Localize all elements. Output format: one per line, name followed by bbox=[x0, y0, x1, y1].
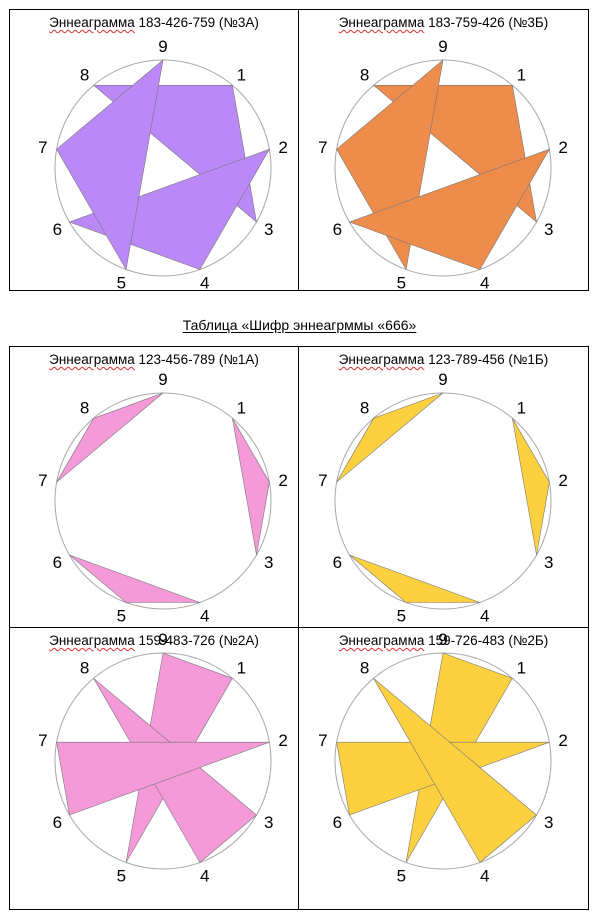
point-label-6: 6 bbox=[333, 813, 342, 832]
point-label-2: 2 bbox=[278, 138, 287, 157]
point-label-4: 4 bbox=[200, 274, 209, 292]
point-label-2: 2 bbox=[558, 471, 567, 490]
point-label-3: 3 bbox=[544, 813, 553, 832]
point-label-9: 9 bbox=[438, 37, 447, 56]
point-label-8: 8 bbox=[360, 399, 369, 418]
cell-3b: Эннеаграмма 183-759-426 (№3Б) 1 2 3 4 5 6 7 8 9 bbox=[298, 9, 589, 292]
point-label-9: 9 bbox=[158, 630, 167, 649]
point-label-5: 5 bbox=[117, 607, 126, 626]
diagram-title: Эннеаграмма 159-483-726 (№2А) bbox=[49, 633, 259, 648]
diagram-title: Эннеаграмма 123-789-456 (№1Б) bbox=[338, 352, 549, 367]
point-label-9: 9 bbox=[158, 37, 167, 56]
point-label-8: 8 bbox=[80, 399, 89, 418]
point-label-3: 3 bbox=[544, 553, 553, 572]
triad-triangle bbox=[56, 392, 164, 483]
triad-triangle bbox=[373, 678, 537, 863]
enneagram-2a: 1 2 3 4 5 6 7 8 9 bbox=[38, 630, 288, 886]
point-label-4: 4 bbox=[200, 607, 209, 626]
point-label-4: 4 bbox=[480, 607, 489, 626]
point-label-3: 3 bbox=[264, 220, 273, 239]
point-label-3: 3 bbox=[264, 813, 273, 832]
point-label-1: 1 bbox=[237, 66, 246, 85]
point-label-5: 5 bbox=[397, 274, 406, 292]
triad-triangle bbox=[336, 392, 444, 483]
point-label-7: 7 bbox=[38, 471, 47, 490]
point-label-6: 6 bbox=[53, 220, 62, 239]
point-label-6: 6 bbox=[53, 813, 62, 832]
point-label-6: 6 bbox=[333, 553, 342, 572]
point-label-7: 7 bbox=[38, 138, 47, 157]
enneagram-1b: 1 2 3 4 5 6 7 8 9 bbox=[318, 370, 568, 626]
point-label-8: 8 bbox=[360, 66, 369, 85]
enneagram-circle bbox=[54, 392, 272, 610]
point-label-8: 8 bbox=[80, 66, 89, 85]
enneagram-circle bbox=[334, 392, 552, 610]
enneagram-2b: 1 2 3 4 5 6 7 8 9 bbox=[318, 630, 568, 886]
point-label-5: 5 bbox=[397, 607, 406, 626]
point-label-9: 9 bbox=[438, 630, 447, 649]
point-label-1: 1 bbox=[517, 659, 526, 678]
triad-triangle bbox=[56, 741, 270, 816]
point-label-7: 7 bbox=[38, 731, 47, 750]
cell-1a: Эннеаграмма 123-456-789 (№1А) 1 2 3 4 5 6 7 8 9 bbox=[9, 346, 299, 628]
point-label-4: 4 bbox=[480, 867, 489, 886]
point-label-2: 2 bbox=[278, 471, 287, 490]
point-label-3: 3 bbox=[264, 553, 273, 572]
enneagram-1a: 1 2 3 4 5 6 7 8 9 bbox=[38, 370, 288, 626]
diagram-title: Эннеаграмма 183-426-759 (№3А) bbox=[49, 15, 259, 30]
triad-triangle bbox=[512, 418, 550, 556]
point-label-5: 5 bbox=[397, 867, 406, 886]
point-label-7: 7 bbox=[318, 471, 327, 490]
point-label-9: 9 bbox=[438, 370, 447, 389]
point-label-9: 9 bbox=[158, 370, 167, 389]
point-label-2: 2 bbox=[558, 138, 567, 157]
diagram-title: Эннеаграмма 123-456-789 (№1А) bbox=[49, 352, 259, 367]
cell-3a: Эннеаграмма 183-426-759 (№3А) 1 2 3 4 5 6 7 8 9 bbox=[9, 9, 299, 292]
point-label-1: 1 bbox=[517, 66, 526, 85]
point-label-5: 5 bbox=[117, 274, 126, 292]
point-label-3: 3 bbox=[544, 220, 553, 239]
point-label-5: 5 bbox=[117, 867, 126, 886]
point-label-8: 8 bbox=[360, 659, 369, 678]
triad-triangle bbox=[69, 554, 201, 603]
triad-triangle bbox=[349, 554, 481, 603]
point-label-6: 6 bbox=[333, 220, 342, 239]
diagram-title: Эннеаграмма 183-759-426 (№3Б) bbox=[338, 15, 549, 30]
cell-2a: Эннеаграмма 159-483-726 (№2А) 1 2 3 4 5 6 7 8 9 bbox=[9, 627, 299, 910]
enneagram-3b: 1 2 3 4 5 6 7 8 9 bbox=[318, 37, 568, 292]
triad-triangle bbox=[56, 59, 164, 271]
point-label-8: 8 bbox=[80, 659, 89, 678]
enneagram-3a: 1 2 3 4 5 6 7 8 9 bbox=[38, 37, 288, 292]
cell-2b: Эннеаграмма 159-726-483 (№2Б) 1 2 3 4 5 6 7 8 9 bbox=[298, 627, 589, 910]
triad-triangle bbox=[232, 418, 270, 556]
point-label-7: 7 bbox=[318, 138, 327, 157]
table-caption: Таблица «Шифр эннеагрммы «666» bbox=[182, 317, 417, 333]
point-label-1: 1 bbox=[237, 659, 246, 678]
point-label-2: 2 bbox=[558, 731, 567, 750]
point-label-7: 7 bbox=[318, 731, 327, 750]
point-label-1: 1 bbox=[517, 399, 526, 418]
point-label-2: 2 bbox=[278, 731, 287, 750]
point-label-1: 1 bbox=[237, 399, 246, 418]
triad-triangle bbox=[348, 148, 551, 270]
diagram-title: Эннеаграмма 159-726-483 (№2Б) bbox=[338, 633, 549, 648]
triad-triangle bbox=[336, 59, 444, 271]
point-label-4: 4 bbox=[480, 274, 489, 292]
point-label-4: 4 bbox=[200, 867, 209, 886]
cell-1b: Эннеаграмма 123-789-456 (№1Б) 1 2 3 4 5 6 7 8 9 bbox=[298, 346, 589, 628]
point-label-6: 6 bbox=[53, 553, 62, 572]
